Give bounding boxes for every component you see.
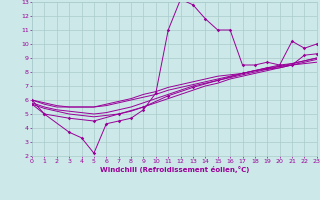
X-axis label: Windchill (Refroidissement éolien,°C): Windchill (Refroidissement éolien,°C) xyxy=(100,166,249,173)
